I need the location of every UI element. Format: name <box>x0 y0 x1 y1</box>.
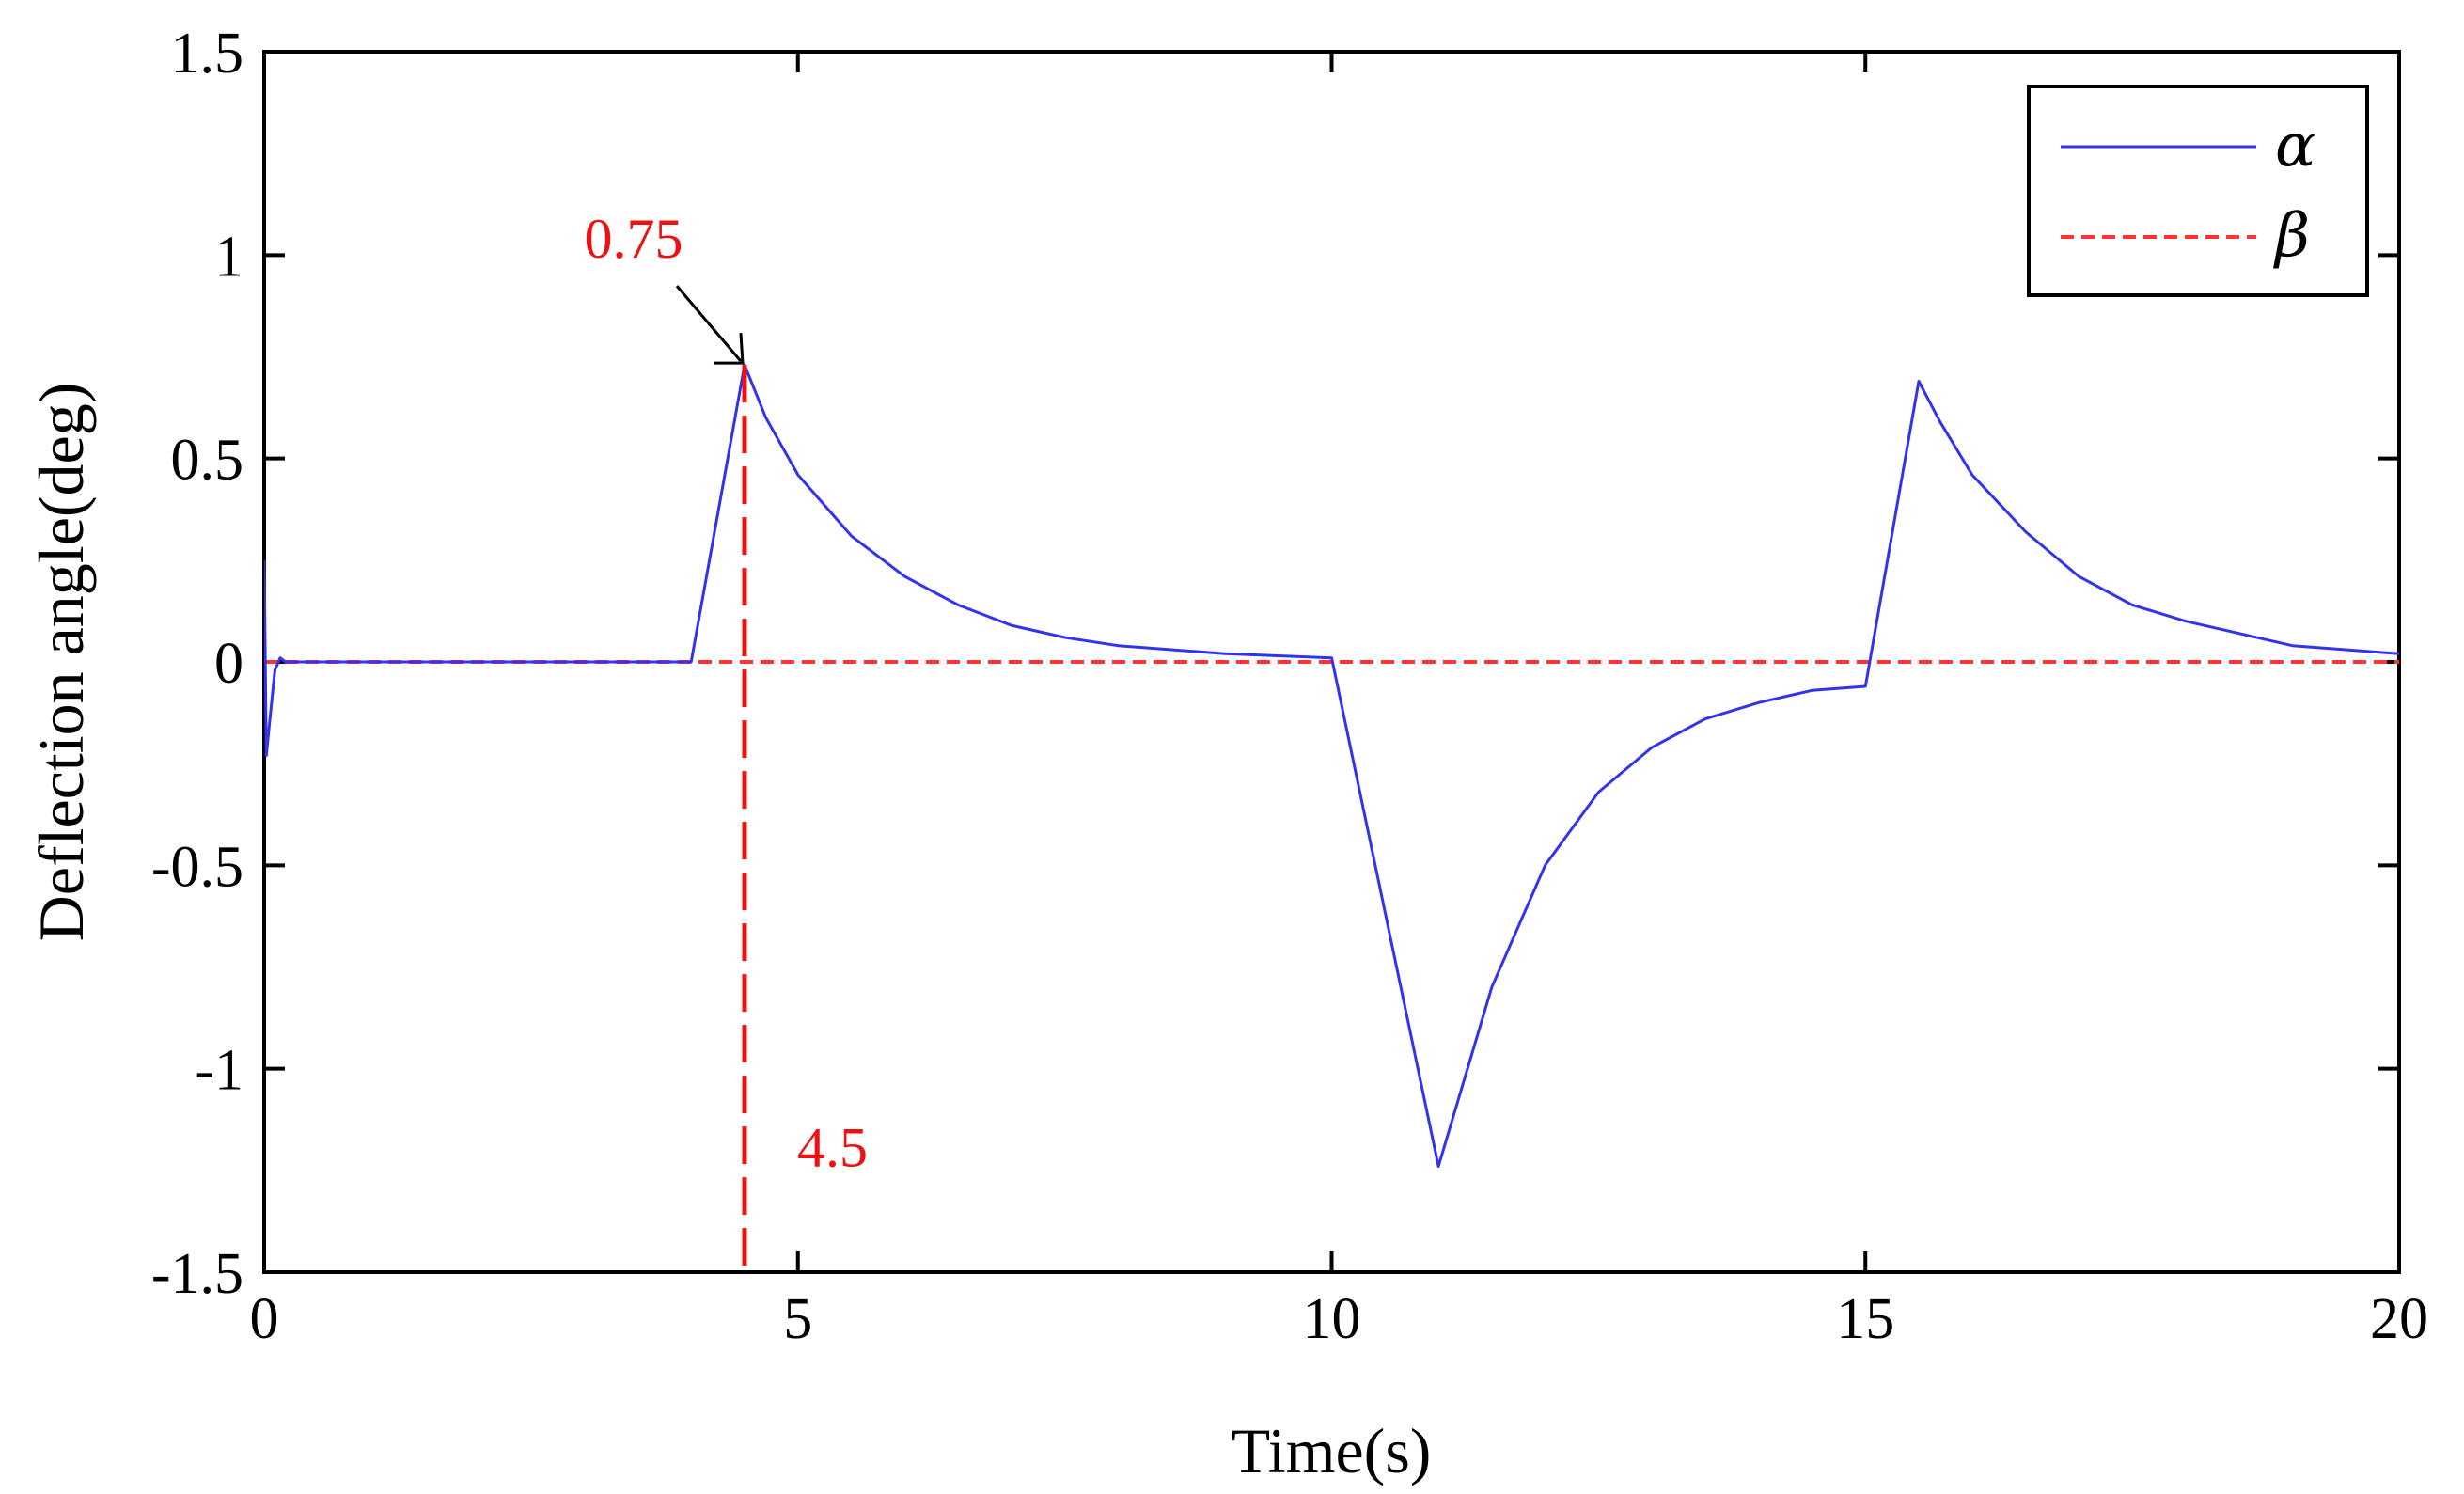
legend: α β <box>2027 85 2369 297</box>
x-axis-title: Time(s) <box>1232 1415 1432 1486</box>
annotation-arrow <box>675 285 745 365</box>
x-tick-label: 20 <box>2370 1287 2428 1351</box>
series-alpha-line <box>264 363 2399 1168</box>
y-tick-label: 1.5 <box>171 22 244 86</box>
y-tick-labels: -1.5 -1 -0.5 0 0.5 1 1.5 <box>151 22 243 1306</box>
y-axis-title: Deflection angle(deg) <box>25 383 97 942</box>
x-tick-label: 0 <box>250 1287 279 1351</box>
legend-beta-label: β <box>2273 201 2310 271</box>
legend-alpha-label: α <box>2275 111 2315 181</box>
axis-ticks <box>262 50 2401 1274</box>
y-tick-label: 0 <box>214 632 243 696</box>
annotation-peak-value: 0.75 <box>584 208 683 270</box>
y-tick-label: -0.5 <box>151 835 243 899</box>
y-tick-label: -1 <box>195 1039 243 1103</box>
x-tick-label: 15 <box>1836 1287 1894 1351</box>
x-tick-labels: 0 5 10 15 20 <box>250 1287 2429 1351</box>
y-tick-label: 1 <box>214 225 243 289</box>
y-tick-label: -1.5 <box>151 1242 243 1306</box>
y-tick-label: 0.5 <box>171 429 244 493</box>
x-tick-label: 5 <box>783 1287 812 1351</box>
legend-box <box>2027 85 2369 297</box>
x-tick-label: 10 <box>1303 1287 1361 1351</box>
annotation-time-value: 4.5 <box>797 1117 868 1179</box>
